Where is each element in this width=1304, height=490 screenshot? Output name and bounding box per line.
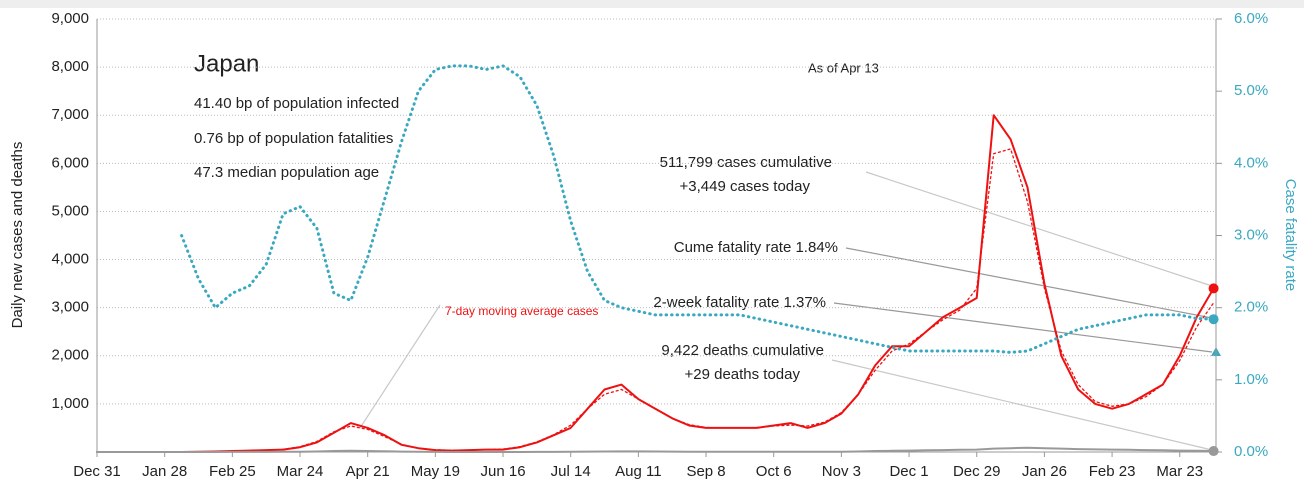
y-tick-label: 3,000: [51, 299, 89, 316]
note: 41.40 bp of population infected: [194, 95, 399, 112]
x-tick-label: May 19: [411, 463, 460, 480]
annotation: 2-week fatality rate 1.37%: [653, 294, 826, 311]
x-tick-label: Feb 25: [209, 463, 256, 480]
leader-line: [833, 302, 1213, 353]
annotation: 9,422 deaths cumulative: [661, 342, 824, 359]
x-tick-label: Feb 23: [1089, 463, 1136, 480]
x-tick-label: Aug 11: [615, 463, 661, 480]
x-tick-label: Sep 8: [686, 463, 725, 480]
x-tick-label: Jan 28: [142, 463, 187, 480]
x-tick-label: Apr 21: [346, 463, 390, 480]
annotation: +3,449 cases today: [679, 178, 810, 195]
end-marker: [1208, 283, 1219, 294]
note: 0.76 bp of population fatalities: [194, 130, 393, 147]
y-tick-label: 8,000: [51, 58, 89, 75]
as-of: As of Apr 13: [808, 60, 879, 75]
leader-line: [831, 359, 1213, 451]
series-label: 7-day moving average cases: [445, 304, 598, 318]
y-tick-label: 4,000: [51, 251, 89, 268]
x-tick-label: Jan 26: [1022, 463, 1067, 480]
annotation: +29 deaths today: [684, 366, 800, 383]
note: 47.3 median population age: [194, 164, 379, 181]
y2-tick-label: 6.0%: [1234, 10, 1268, 27]
series-line: [180, 64, 1216, 354]
series-line: [96, 148, 1215, 453]
y-axis-label: Daily new cases and deaths: [9, 142, 26, 329]
x-tick-label: Nov 3: [822, 463, 861, 480]
y-tick-label: 9,000: [51, 10, 89, 27]
x-tick-label: Mar 23: [1156, 463, 1203, 480]
leader-line: [845, 247, 1213, 319]
annotation: 511,799 cases cumulative: [660, 154, 832, 171]
y2-tick-label: 4.0%: [1234, 154, 1268, 171]
y-tick-label: 5,000: [51, 202, 89, 219]
y-tick-label: 2,000: [51, 347, 89, 364]
series-line: [96, 446, 1215, 453]
top-band: [0, 0, 1304, 8]
x-tick-label: Mar 24: [277, 463, 324, 480]
end-marker: [1208, 314, 1219, 325]
x-tick-label: Jun 16: [481, 463, 526, 480]
end-marker: [1208, 446, 1219, 457]
x-tick-label: Jul 14: [551, 463, 591, 480]
annotation: Cume fatality rate 1.84%: [674, 239, 838, 256]
y2-tick-label: 1.0%: [1234, 371, 1268, 388]
x-tick-label: Dec 31: [73, 463, 121, 480]
x-tick-label: Oct 6: [756, 463, 792, 480]
y2-tick-label: 5.0%: [1234, 82, 1268, 99]
chart-title: Japan: [194, 50, 259, 77]
y2-tick-label: 2.0%: [1234, 299, 1268, 316]
x-tick-label: Dec 29: [953, 463, 1001, 480]
leader-line: [865, 171, 1213, 287]
leader-line: [359, 304, 441, 429]
y-tick-label: 7,000: [51, 106, 89, 123]
x-tick-label: Dec 1: [889, 463, 928, 480]
y-tick-label: 1,000: [51, 395, 89, 412]
y-tick-label: 6,000: [51, 154, 89, 171]
y2-axis-label: Case fatality rate: [1282, 179, 1299, 292]
y2-tick-label: 3.0%: [1234, 226, 1268, 243]
y2-tick-label: 0.0%: [1234, 443, 1268, 460]
